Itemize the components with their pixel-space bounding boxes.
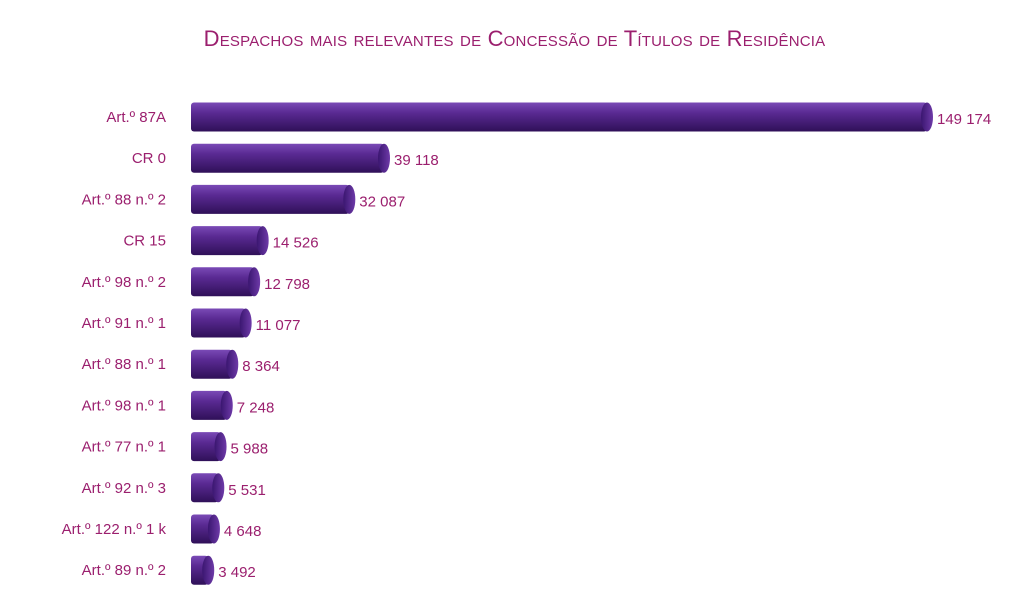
category-label: Art.º 91 n.º 1 (82, 315, 166, 332)
value-label: 7 248 (237, 399, 275, 416)
category-label: Art.º 88 n.º 1 (82, 356, 166, 373)
bar-end-cap (220, 390, 233, 420)
bar-7 (191, 390, 227, 420)
bar-end-cap (378, 143, 391, 173)
category-label: Art.º 77 n.º 1 (82, 439, 166, 456)
value-label: 11 077 (256, 317, 301, 334)
value-label: 12 798 (264, 276, 310, 293)
bar-end-cap (256, 226, 269, 256)
bar-2 (191, 184, 350, 214)
bar-10 (191, 514, 214, 544)
category-label: CR 15 (123, 233, 166, 250)
bar-1 (191, 143, 385, 173)
value-label: 4 648 (224, 523, 262, 540)
bar-0 (191, 102, 927, 132)
bar-8 (191, 432, 221, 462)
category-label: Art.º 92 n.º 3 (82, 480, 166, 497)
category-label: Art.º 98 n.º 1 (82, 397, 166, 414)
bar-end-cap (226, 349, 239, 379)
bar-end-cap (207, 514, 220, 544)
value-label: 3 492 (218, 564, 256, 581)
value-label: 149 174 (937, 111, 991, 128)
value-label: 14 526 (273, 235, 319, 252)
value-label: 5 531 (228, 482, 266, 499)
category-label: Art.º 89 n.º 2 (82, 562, 166, 579)
value-label: 39 118 (394, 152, 439, 169)
bar-end-cap (921, 102, 933, 132)
bar-end-cap (214, 432, 227, 462)
category-label: Art.º 88 n.º 2 (82, 191, 166, 208)
category-label: Art.º 122 n.º 1 k (62, 521, 167, 538)
value-label: 5 988 (231, 441, 269, 458)
category-label: Art.º 87A (106, 109, 166, 126)
bar-3 (191, 226, 263, 256)
bar-end-cap (248, 267, 261, 297)
bar-end-cap (212, 473, 225, 503)
bar-6 (191, 349, 233, 379)
category-label: CR 0 (132, 150, 166, 167)
bar-end-cap (202, 555, 215, 585)
bar-end-cap (239, 308, 252, 338)
bar-4 (191, 267, 255, 297)
bar-5 (191, 308, 246, 338)
value-label: 8 364 (242, 358, 280, 375)
category-label: Art.º 98 n.º 2 (82, 274, 166, 291)
bar-9 (191, 473, 219, 503)
bar-end-cap (343, 184, 356, 214)
value-label: 32 087 (359, 193, 405, 210)
chart-title: Despachos mais relevantes de Concessão d… (203, 26, 826, 51)
